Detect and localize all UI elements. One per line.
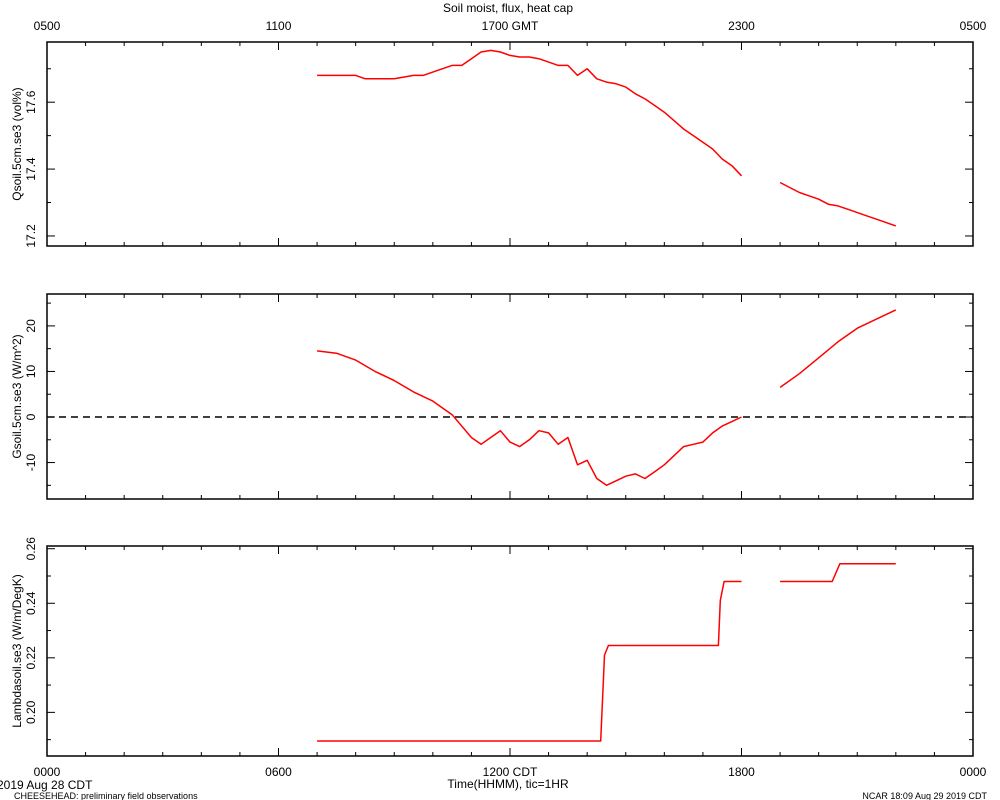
bottom-tick-label: 0600 bbox=[265, 765, 292, 779]
project-label: CHEESEHEAD: preliminary field observatio… bbox=[14, 791, 198, 800]
series-segment-2 bbox=[779, 181, 897, 227]
y-tick-label: 0.24 bbox=[24, 591, 38, 615]
y-axis-label: Qsoil.5cm.se3 (vol%) bbox=[10, 87, 24, 200]
series-segment-2 bbox=[779, 309, 897, 389]
axis-labels-layer: Time(HHMM), tic=1HR 2019 Aug 28 CDT CHEE… bbox=[0, 777, 987, 800]
top-tick-label: 1100 bbox=[266, 19, 292, 33]
y-tick-label: 0.26 bbox=[24, 537, 38, 561]
y-tick-label: 0.20 bbox=[24, 700, 38, 724]
date-label: 2019 Aug 28 CDT bbox=[0, 778, 93, 792]
series-segment-1 bbox=[317, 580, 742, 742]
y-tick-label: 17.2 bbox=[24, 224, 38, 248]
y-tick-label: 10 bbox=[24, 364, 38, 378]
top-tick-label: 0500 bbox=[34, 19, 61, 33]
bottom-tick-label: 1800 bbox=[728, 765, 755, 779]
chart-title: Soil moist, flux, heat cap bbox=[443, 1, 573, 15]
bottom-tick-label: 0000 bbox=[34, 765, 61, 779]
y-tick-label: 17.6 bbox=[24, 90, 38, 114]
top-tick-label: 0500 bbox=[960, 19, 987, 33]
y-tick-label: 0 bbox=[24, 413, 38, 420]
series-segment-1 bbox=[317, 49, 743, 177]
bottom-tick-label: 0000 bbox=[960, 765, 987, 779]
y-tick-label: -10 bbox=[24, 454, 38, 472]
y-axis-label: Lambdasoil.se3 (W/m/DegK) bbox=[10, 574, 24, 727]
bottom-tick-label: 1200 CDT bbox=[483, 765, 538, 779]
y-axis-label: Gsoil.5cm.se3 (W/m^2) bbox=[10, 334, 24, 458]
series-segment-2 bbox=[780, 562, 896, 583]
panel-frame bbox=[46, 293, 974, 500]
top-tick-label: 2300 bbox=[728, 19, 755, 33]
y-tick-label: 0.22 bbox=[24, 646, 38, 670]
top-tick-label: 1700 GMT bbox=[482, 19, 539, 33]
series-segment-1 bbox=[317, 350, 742, 487]
credit-label: NCAR 18:09 Aug 29 2019 CDT bbox=[862, 791, 987, 800]
y-tick-label: 17.4 bbox=[24, 157, 38, 181]
panel-frame bbox=[46, 41, 974, 247]
y-tick-label: 20 bbox=[24, 319, 38, 333]
x-axis-label: Time(HHMM), tic=1HR bbox=[447, 777, 569, 791]
